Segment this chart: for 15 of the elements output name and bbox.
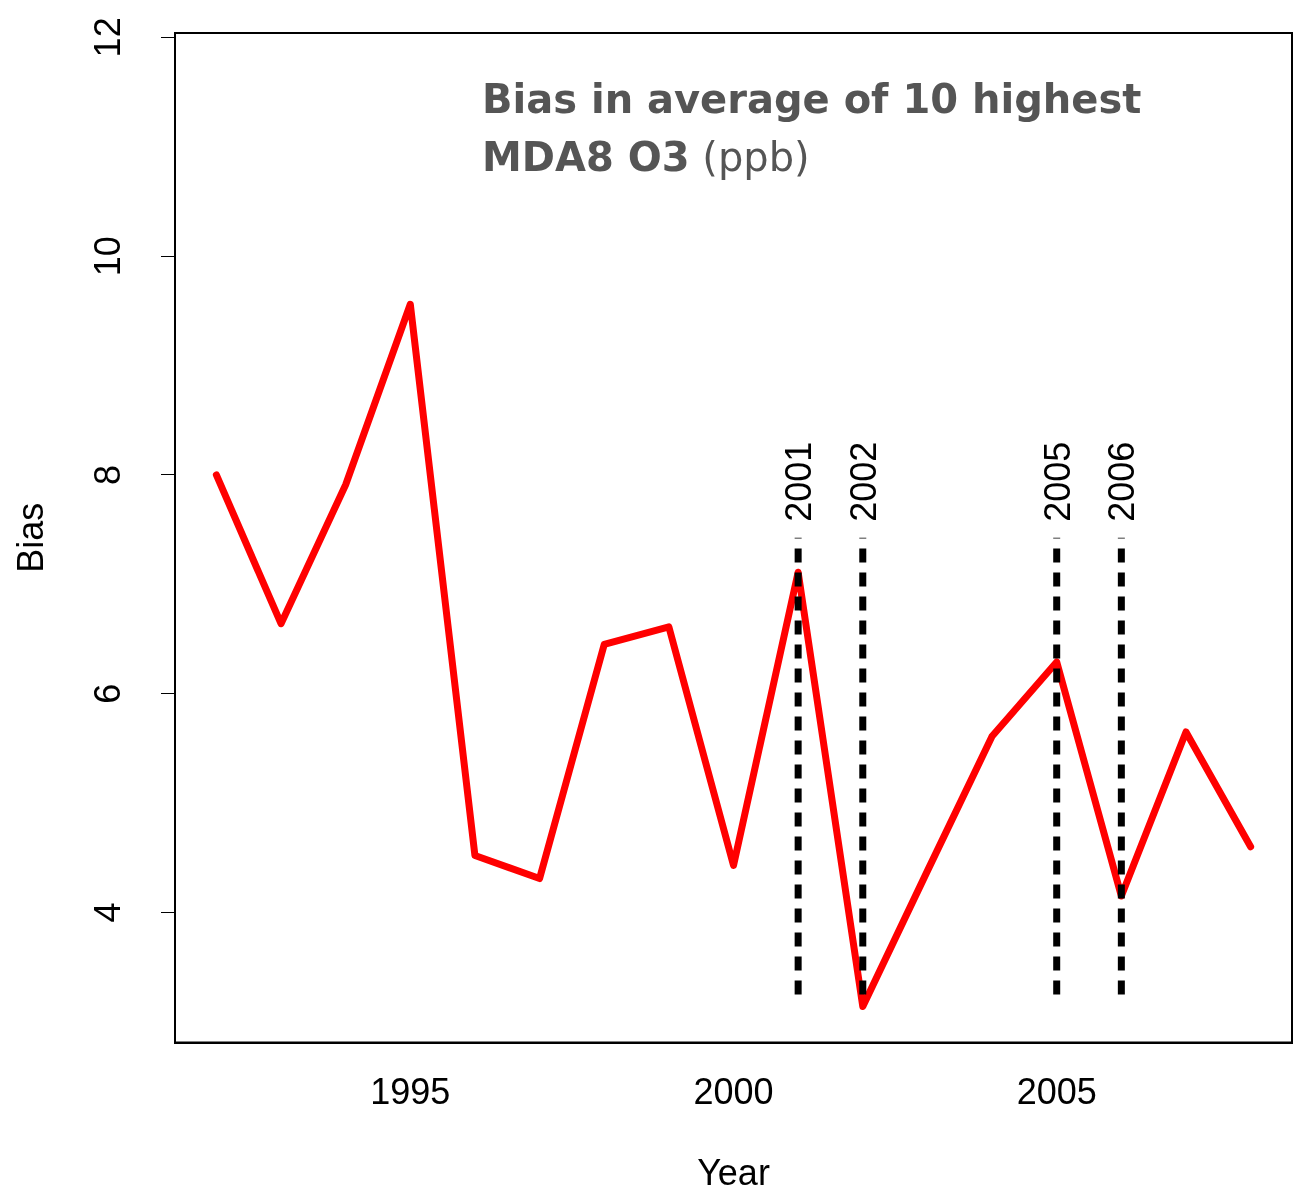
- ref-line-label: 2005: [1036, 441, 1078, 522]
- y-tick-label: 12: [86, 17, 128, 58]
- y-tick-label: 10: [86, 236, 128, 277]
- ref-line-label: 2001: [778, 441, 820, 522]
- x-tick-label: 2000: [693, 1071, 774, 1113]
- x-axis-title: Year: [697, 1152, 770, 1194]
- y-tick-label: 6: [86, 683, 128, 704]
- y-tick-label: 4: [86, 902, 128, 923]
- x-tick-label: 1995: [370, 1071, 451, 1113]
- ref-line-label: 2002: [842, 441, 884, 522]
- y-axis-title: Bias: [9, 502, 51, 573]
- text: Bias in average of 10 highest MDA8 O3 (ppb): [482, 75, 1143, 182]
- ref-line-label: 2006: [1101, 441, 1143, 522]
- x-tick-label: 2005: [1016, 1071, 1097, 1113]
- y-tick-label: 8: [86, 464, 128, 485]
